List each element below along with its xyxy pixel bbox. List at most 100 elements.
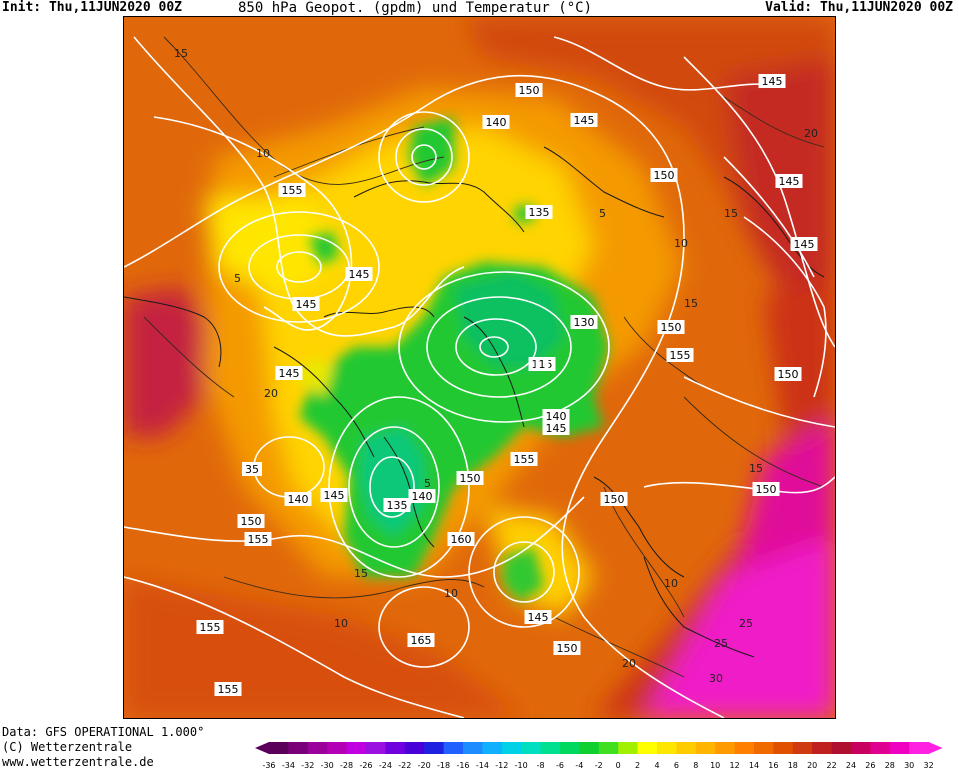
svg-text:155: 155 (218, 683, 239, 696)
colorbar-tick-label: -4 (575, 761, 583, 770)
colorbar-swatch (560, 742, 580, 754)
svg-text:1: 1 (539, 358, 546, 371)
colorbar-swatch (715, 742, 736, 754)
colorbar-tick-label: 8 (693, 761, 698, 770)
temperature-label: 15 (749, 462, 763, 475)
svg-text:160: 160 (451, 533, 472, 546)
temperature-label: 15 (354, 567, 368, 580)
colorbar-tick-label: -20 (418, 761, 431, 770)
svg-text:155: 155 (670, 349, 691, 362)
svg-text:150: 150 (519, 84, 540, 97)
colorbar-swatch (327, 742, 348, 754)
colorbar-tick-label: 0 (616, 761, 621, 770)
svg-text:150: 150 (604, 493, 625, 506)
temperature-label: 15 (684, 297, 698, 310)
svg-text:140: 140 (546, 410, 567, 423)
colorbar-right-arrow (928, 742, 943, 754)
colorbar-tick-label: 28 (885, 761, 895, 770)
colorbar-tick-label: -22 (398, 761, 411, 770)
geopotential-label: 145 (758, 74, 786, 88)
temperature-label: 20 (804, 127, 818, 140)
temperature-label: 10 (334, 617, 348, 630)
colorbar-tick-label: 4 (654, 761, 659, 770)
colorbar-tick-label: -18 (437, 761, 450, 770)
colorbar-tick-label: -6 (556, 761, 564, 770)
geopotential-label: 145 (570, 113, 598, 127)
svg-text:145: 145 (279, 367, 300, 380)
colorbar-tick-label: -28 (340, 761, 353, 770)
chart-title: 850 hPa Geopot. (gpdm) und Temperatur (°… (238, 0, 593, 16)
svg-text:145: 145 (546, 422, 567, 435)
colorbar-swatch (851, 742, 871, 754)
svg-text:140: 140 (412, 490, 433, 503)
colorbar-swatch (792, 742, 813, 754)
colorbar-tick-label: 18 (788, 761, 798, 770)
geopotential-label: 150 (553, 641, 581, 655)
temperature-label: 25 (739, 617, 753, 630)
geopotential-label: 145 (345, 267, 373, 281)
svg-text:165: 165 (411, 634, 432, 647)
temperature-label: 10 (664, 577, 678, 590)
colorbar-tick-label: -14 (476, 761, 489, 770)
temperature-label: 20 (264, 387, 278, 400)
geopotential-label: 155 (510, 452, 538, 466)
svg-text:155: 155 (248, 533, 269, 546)
colorbar-swatch (385, 742, 406, 754)
geopotential-label: 145 (524, 610, 552, 624)
colorbar-swatch (501, 742, 522, 754)
weather-map: 150 145 140 145 150 145 145 135 145 155 145 145 150 1… (123, 16, 836, 719)
geopotential-label: 145 (320, 488, 348, 502)
geopotential-label: 150 (657, 320, 685, 334)
geopotential-label: 150 (650, 168, 678, 182)
colorbar-tick-label: 24 (846, 761, 856, 770)
geopotential-label: 140 (542, 409, 570, 423)
svg-text:150: 150 (756, 483, 777, 496)
colorbar-left-arrow (255, 742, 269, 754)
geopotential-label: 145 (292, 297, 320, 311)
svg-text:140: 140 (288, 493, 309, 506)
geopotential-label: 165 (407, 633, 435, 647)
svg-text:145: 145 (349, 268, 370, 281)
svg-text:135: 135 (529, 206, 550, 219)
colorbar-tick-label: -36 (262, 761, 275, 770)
colorbar-swatch (482, 742, 503, 754)
svg-text:145: 145 (528, 611, 549, 624)
geopotential-label: 150 (456, 471, 484, 485)
colorbar-swatch (637, 742, 658, 754)
colorbar-tick-label: -24 (379, 761, 392, 770)
colorbar-tick-label: -10 (515, 761, 528, 770)
colorbar-swatch (579, 742, 600, 754)
colorbar-tick-label: -8 (537, 761, 545, 770)
svg-text:150: 150 (661, 321, 682, 334)
colorbar-swatch (754, 742, 774, 754)
svg-text:145: 145 (794, 238, 815, 251)
colorbar-tick-label: -30 (321, 761, 334, 770)
svg-text:145: 145 (762, 75, 783, 88)
geopotential-label: 135 (383, 498, 411, 512)
colorbar-swatch (346, 742, 367, 754)
colorbar-swatch (870, 742, 891, 754)
geopotential-label: 140 (408, 489, 436, 503)
svg-text:140: 140 (486, 116, 507, 129)
geopotential-label: 150 (237, 514, 265, 528)
geopotential-label: 160 (447, 532, 475, 546)
svg-text:145: 145 (324, 489, 345, 502)
geopotential-label: 35 (242, 462, 262, 476)
geopotential-label: 140 (482, 115, 510, 129)
valid-time: Valid: Thu,11JUN2020 00Z (765, 0, 953, 15)
colorbar-tick-label: 2 (635, 761, 640, 770)
geopotential-label: 150 (600, 492, 628, 506)
colorbar-tick-label: 12 (730, 761, 740, 770)
colorbar-tick-label: 6 (674, 761, 679, 770)
svg-text:150: 150 (778, 368, 799, 381)
colorbar-tick-label: 14 (749, 761, 759, 770)
geopotential-label: 140 (284, 492, 312, 506)
data-source-label: Data: GFS OPERATIONAL 1.000° (2, 725, 205, 739)
colorbar-tick-label: -16 (456, 761, 469, 770)
geopotential-label: 145 (775, 174, 803, 188)
svg-text:155: 155 (200, 621, 221, 634)
website-link[interactable]: www.wetterzentrale.de (2, 755, 154, 769)
colorbar-swatch (443, 742, 464, 754)
colorbar-tick-label: 22 (827, 761, 837, 770)
